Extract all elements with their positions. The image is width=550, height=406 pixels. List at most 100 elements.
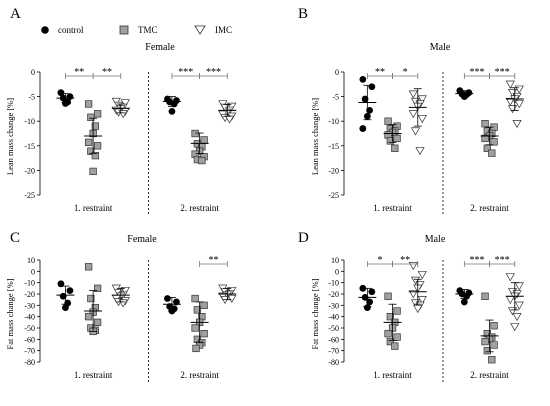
data-point-control xyxy=(57,280,65,288)
legend-imc-label: IMC xyxy=(215,25,232,35)
data-point-tmc xyxy=(192,344,200,353)
data-point-imc xyxy=(505,273,515,282)
data-point-control xyxy=(170,100,178,108)
sig-label: ** xyxy=(208,255,218,266)
panel-c: C Female 10 0 -10 -20 -30 -40 -50 -60 -70 -80 Fat ma… xyxy=(5,230,237,382)
data-point-imc xyxy=(514,301,524,310)
data-point-imc xyxy=(417,95,427,104)
data-point-imc xyxy=(227,294,237,303)
sig-label: *** xyxy=(206,67,221,78)
data-point-tmc xyxy=(200,330,208,338)
data-point-imc xyxy=(505,80,515,89)
data-point-tmc xyxy=(91,122,100,130)
data-point-tmc xyxy=(386,313,394,321)
group-label: 2. restraint xyxy=(180,370,219,380)
data-point-tmc xyxy=(87,113,95,121)
y-tick-label: -20 xyxy=(328,166,339,175)
data-point-tmc xyxy=(84,100,93,108)
y-tick-label: -70 xyxy=(328,347,339,356)
y-tick-label: -10 xyxy=(328,117,339,126)
data-point-imc xyxy=(413,305,423,314)
y-tick-label: 0 xyxy=(31,267,35,276)
data-point-imc xyxy=(408,262,418,271)
data-point-tmc xyxy=(481,134,489,143)
data-point-imc xyxy=(120,286,130,296)
group-label: 2. restraint xyxy=(180,203,219,213)
y-tick-label: -20 xyxy=(24,166,35,175)
data-point-imc xyxy=(417,271,427,280)
data-point-control xyxy=(363,304,371,311)
legend-control-label: control xyxy=(58,25,84,35)
data-point-tmc xyxy=(483,347,491,355)
y-tick-label: -10 xyxy=(328,279,339,288)
data-point-imc xyxy=(417,115,427,124)
data-point-tmc xyxy=(93,284,102,292)
y-tick-label: 0 xyxy=(31,68,35,77)
data-point-control xyxy=(460,298,468,306)
data-point-imc xyxy=(227,102,237,111)
data-point-tmc xyxy=(384,330,392,338)
data-point-tmc xyxy=(384,117,392,125)
data-point-imc xyxy=(512,313,522,322)
data-point-imc xyxy=(408,110,418,119)
panel-title: Male xyxy=(430,42,451,53)
y-tick-label: -25 xyxy=(328,191,339,200)
y-tick-label: -30 xyxy=(24,301,35,310)
data-point-tmc xyxy=(391,144,399,152)
sig-label: ** xyxy=(74,67,84,78)
panel-a: A Female 0 -5 -10 -15 -20 -25 Lean mass change [… xyxy=(5,6,237,215)
data-point-control xyxy=(359,75,367,83)
panel-letter: D xyxy=(298,230,309,246)
data-point-tmc xyxy=(87,294,95,303)
group-label: 1. restraint xyxy=(373,370,412,380)
legend-tmc-marker xyxy=(119,25,129,35)
y-tick-label: -50 xyxy=(24,324,35,333)
data-point-tmc xyxy=(488,149,496,157)
data-point-tmc xyxy=(488,356,496,364)
data-point-tmc xyxy=(200,301,208,309)
data-point-tmc xyxy=(393,333,401,341)
data-point-imc xyxy=(410,127,421,136)
y-tick-label: -70 xyxy=(24,347,35,356)
sig-label: ** xyxy=(102,67,112,78)
data-point-control xyxy=(361,95,369,103)
y-axis-label: Lean mass change [%] xyxy=(310,98,320,175)
data-point-tmc xyxy=(393,307,401,315)
data-point-tmc xyxy=(91,151,100,160)
y-tick-label: -25 xyxy=(24,191,35,200)
panel-title: Female xyxy=(145,42,175,53)
y-tick-label: -5 xyxy=(332,93,339,102)
sig-label: *** xyxy=(469,67,484,78)
data-point-imc xyxy=(111,97,121,106)
data-point-tmc xyxy=(193,306,202,314)
data-point-tmc xyxy=(386,137,394,145)
group-label: 1. restraint xyxy=(373,203,412,213)
legend-imc-marker xyxy=(194,25,206,35)
data-point-tmc xyxy=(191,129,199,138)
data-point-tmc xyxy=(93,318,102,326)
data-point-control xyxy=(66,287,74,294)
data-point-tmc xyxy=(384,292,392,300)
group-label: 1. restraint xyxy=(74,370,113,380)
y-tick-label: 0 xyxy=(335,267,339,276)
data-point-imc xyxy=(510,323,520,332)
y-tick-label: -15 xyxy=(328,142,339,151)
y-tick-label: 0 xyxy=(335,68,339,77)
panel-letter: C xyxy=(10,230,20,246)
panel-letter: A xyxy=(10,6,21,22)
legend-tmc-label: TMC xyxy=(138,25,158,35)
y-tick-label: -60 xyxy=(24,335,35,344)
y-tick-label: 10 xyxy=(27,256,35,265)
y-tick-label: -10 xyxy=(24,279,35,288)
sig-label: *** xyxy=(469,255,484,266)
y-tick-label: -15 xyxy=(24,142,35,151)
data-point-tmc xyxy=(93,142,102,150)
y-tick-label: -40 xyxy=(24,313,35,322)
sig-label: ** xyxy=(375,67,385,78)
y-tick-label: -60 xyxy=(328,335,339,344)
sig-label: * xyxy=(403,67,408,78)
data-point-tmc xyxy=(191,324,199,332)
data-point-imc xyxy=(514,282,524,291)
y-tick-label: -10 xyxy=(24,117,35,126)
y-tick-label: 10 xyxy=(331,256,339,265)
